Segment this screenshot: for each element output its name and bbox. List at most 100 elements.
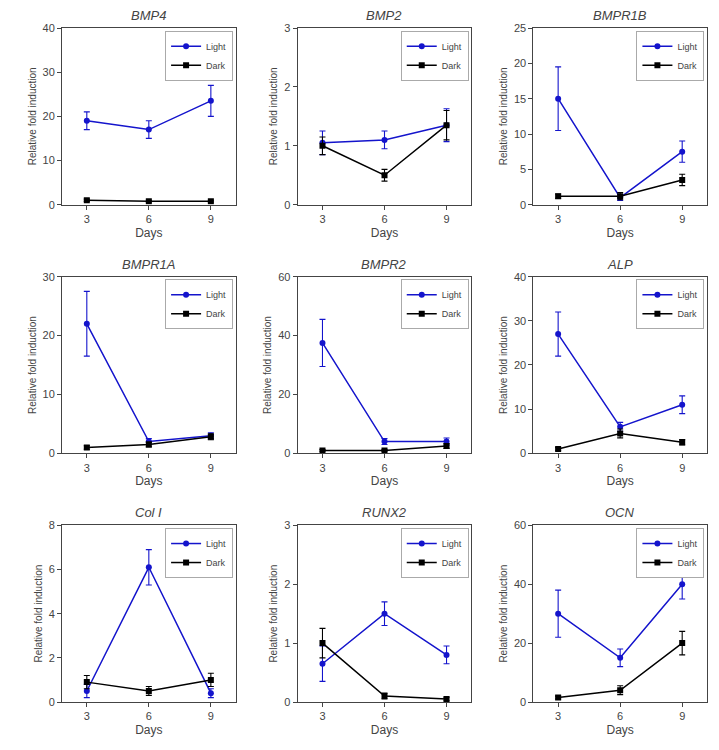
svg-text:ALP: ALP — [607, 257, 633, 272]
svg-text:25: 25 — [514, 22, 526, 34]
svg-text:9: 9 — [208, 213, 214, 225]
svg-text:6: 6 — [146, 213, 152, 225]
svg-text:BMPR1B: BMPR1B — [593, 8, 647, 23]
svg-text:20: 20 — [43, 329, 55, 341]
svg-text:0: 0 — [49, 199, 55, 211]
svg-text:6: 6 — [617, 462, 623, 474]
svg-text:1: 1 — [284, 637, 290, 649]
svg-text:2: 2 — [284, 81, 290, 93]
svg-text:Days: Days — [606, 474, 633, 488]
svg-text:Relative fold induction: Relative fold induction — [262, 316, 273, 414]
svg-text:OCN: OCN — [605, 505, 635, 520]
svg-text:Light: Light — [442, 290, 462, 300]
svg-text:9: 9 — [679, 462, 685, 474]
svg-text:6: 6 — [49, 563, 55, 575]
svg-text:20: 20 — [278, 388, 290, 400]
svg-text:3: 3 — [319, 710, 325, 722]
svg-text:Dark: Dark — [206, 558, 226, 568]
svg-text:9: 9 — [679, 213, 685, 225]
svg-text:Dark: Dark — [206, 61, 226, 71]
svg-text:60: 60 — [278, 271, 290, 283]
svg-text:Dark: Dark — [677, 61, 697, 71]
svg-text:60: 60 — [514, 519, 526, 531]
svg-text:20: 20 — [514, 359, 526, 371]
svg-text:40: 40 — [514, 271, 526, 283]
svg-text:Light: Light — [206, 539, 226, 549]
svg-text:9: 9 — [443, 462, 449, 474]
svg-text:3: 3 — [555, 462, 561, 474]
svg-text:0: 0 — [520, 199, 526, 211]
svg-text:6: 6 — [146, 462, 152, 474]
svg-text:6: 6 — [617, 710, 623, 722]
svg-text:Relative fold induction: Relative fold induction — [27, 67, 38, 165]
svg-text:Relative fold induction: Relative fold induction — [33, 565, 44, 663]
svg-text:Light: Light — [677, 539, 697, 549]
svg-text:30: 30 — [514, 315, 526, 327]
svg-text:6: 6 — [381, 213, 387, 225]
svg-text:Dark: Dark — [442, 309, 462, 319]
svg-text:0: 0 — [49, 696, 55, 708]
svg-text:40: 40 — [514, 578, 526, 590]
svg-text:1: 1 — [284, 140, 290, 152]
svg-text:Dark: Dark — [442, 61, 462, 71]
svg-text:Relative fold induction: Relative fold induction — [498, 316, 509, 414]
svg-text:Dark: Dark — [206, 309, 226, 319]
svg-text:Relative fold induction: Relative fold induction — [498, 565, 509, 663]
svg-text:40: 40 — [43, 22, 55, 34]
svg-text:Days: Days — [371, 723, 398, 737]
svg-text:Dark: Dark — [442, 558, 462, 568]
svg-text:Dark: Dark — [677, 309, 697, 319]
svg-text:6: 6 — [146, 710, 152, 722]
svg-text:9: 9 — [208, 710, 214, 722]
svg-text:10: 10 — [514, 128, 526, 140]
svg-text:Days: Days — [135, 226, 162, 240]
svg-text:9: 9 — [208, 462, 214, 474]
svg-text:Light: Light — [442, 539, 462, 549]
svg-text:3: 3 — [284, 519, 290, 531]
svg-text:3: 3 — [555, 213, 561, 225]
svg-text:BMPR2: BMPR2 — [361, 257, 407, 272]
svg-text:3: 3 — [319, 213, 325, 225]
svg-text:Light: Light — [206, 42, 226, 52]
svg-text:3: 3 — [84, 462, 90, 474]
svg-text:0: 0 — [284, 199, 290, 211]
svg-text:Days: Days — [135, 474, 162, 488]
svg-text:6: 6 — [617, 213, 623, 225]
svg-text:Days: Days — [371, 226, 398, 240]
svg-text:20: 20 — [514, 57, 526, 69]
svg-text:Light: Light — [677, 290, 697, 300]
svg-text:Relative fold induction: Relative fold induction — [268, 67, 279, 165]
svg-text:30: 30 — [43, 271, 55, 283]
svg-text:BMP4: BMP4 — [131, 8, 166, 23]
svg-text:2: 2 — [49, 652, 55, 664]
svg-text:0: 0 — [284, 447, 290, 459]
svg-text:9: 9 — [679, 710, 685, 722]
svg-text:Days: Days — [135, 723, 162, 737]
svg-text:Days: Days — [606, 723, 633, 737]
svg-text:Relative fold induction: Relative fold induction — [498, 67, 509, 165]
svg-text:40: 40 — [278, 329, 290, 341]
svg-text:Dark: Dark — [677, 558, 697, 568]
svg-text:Days: Days — [606, 226, 633, 240]
svg-text:Light: Light — [206, 290, 226, 300]
svg-text:Light: Light — [677, 42, 697, 52]
svg-text:15: 15 — [514, 93, 526, 105]
svg-text:BMP2: BMP2 — [366, 8, 402, 23]
svg-text:3: 3 — [555, 710, 561, 722]
svg-text:Col I: Col I — [135, 505, 162, 520]
svg-text:10: 10 — [43, 388, 55, 400]
svg-text:5: 5 — [520, 163, 526, 175]
svg-text:3: 3 — [84, 213, 90, 225]
svg-text:0: 0 — [49, 447, 55, 459]
svg-text:2: 2 — [284, 578, 290, 590]
svg-text:9: 9 — [443, 710, 449, 722]
svg-text:6: 6 — [381, 710, 387, 722]
svg-text:3: 3 — [284, 22, 290, 34]
svg-text:30: 30 — [43, 66, 55, 78]
svg-text:0: 0 — [520, 447, 526, 459]
svg-text:Light: Light — [442, 42, 462, 52]
svg-text:8: 8 — [49, 519, 55, 531]
svg-text:RUNX2: RUNX2 — [362, 505, 407, 520]
svg-text:6: 6 — [381, 462, 387, 474]
svg-text:0: 0 — [520, 696, 526, 708]
